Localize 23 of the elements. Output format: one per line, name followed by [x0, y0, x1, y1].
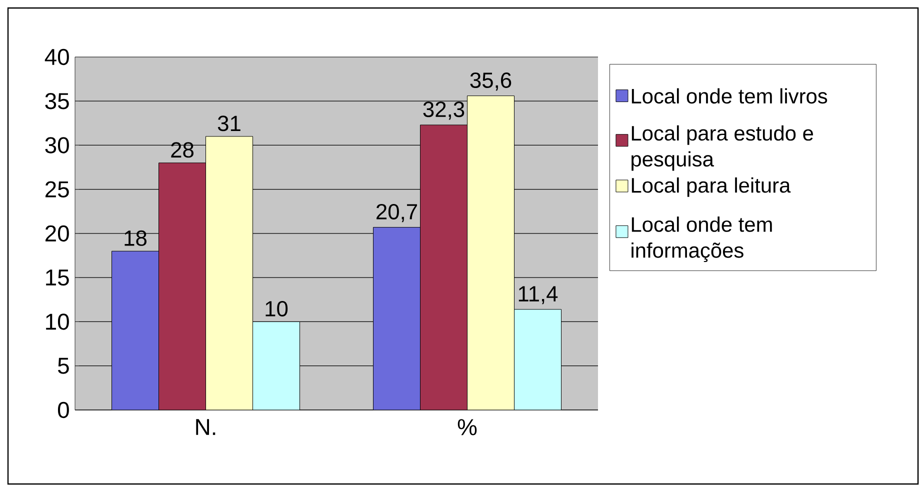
legend-label: Local onde tem livros: [632, 88, 828, 104]
y-tick-label: 40: [44, 48, 69, 66]
y-tick-label: 0: [58, 402, 69, 418]
x-tick-label: N.: [196, 419, 216, 435]
data-label: 35,6: [470, 72, 512, 91]
x-tick-label: %: [458, 419, 477, 436]
y-tick-label: 20: [46, 225, 69, 242]
data-label: 28: [171, 142, 194, 158]
data-label: 20,7: [376, 204, 417, 222]
y-tick-label: 30: [45, 137, 69, 154]
y-tick-label: 10: [46, 314, 69, 330]
data-label: 11,4: [518, 286, 558, 304]
data-label: 31: [218, 116, 240, 132]
y-tick-label: 25: [46, 181, 69, 198]
legend-label: Local onde tem informações: [632, 216, 772, 262]
legend-label: Local para leitura: [632, 177, 791, 197]
data-label: 18: [124, 230, 146, 246]
legend-label: Local para estudo e pesquisa: [632, 125, 814, 171]
data-label: 32,3: [423, 102, 464, 120]
y-tick-label: 35: [45, 93, 69, 110]
data-label: 10: [266, 300, 288, 317]
y-tick-label: 15: [46, 270, 69, 286]
y-tick-label: 5: [58, 358, 69, 374]
